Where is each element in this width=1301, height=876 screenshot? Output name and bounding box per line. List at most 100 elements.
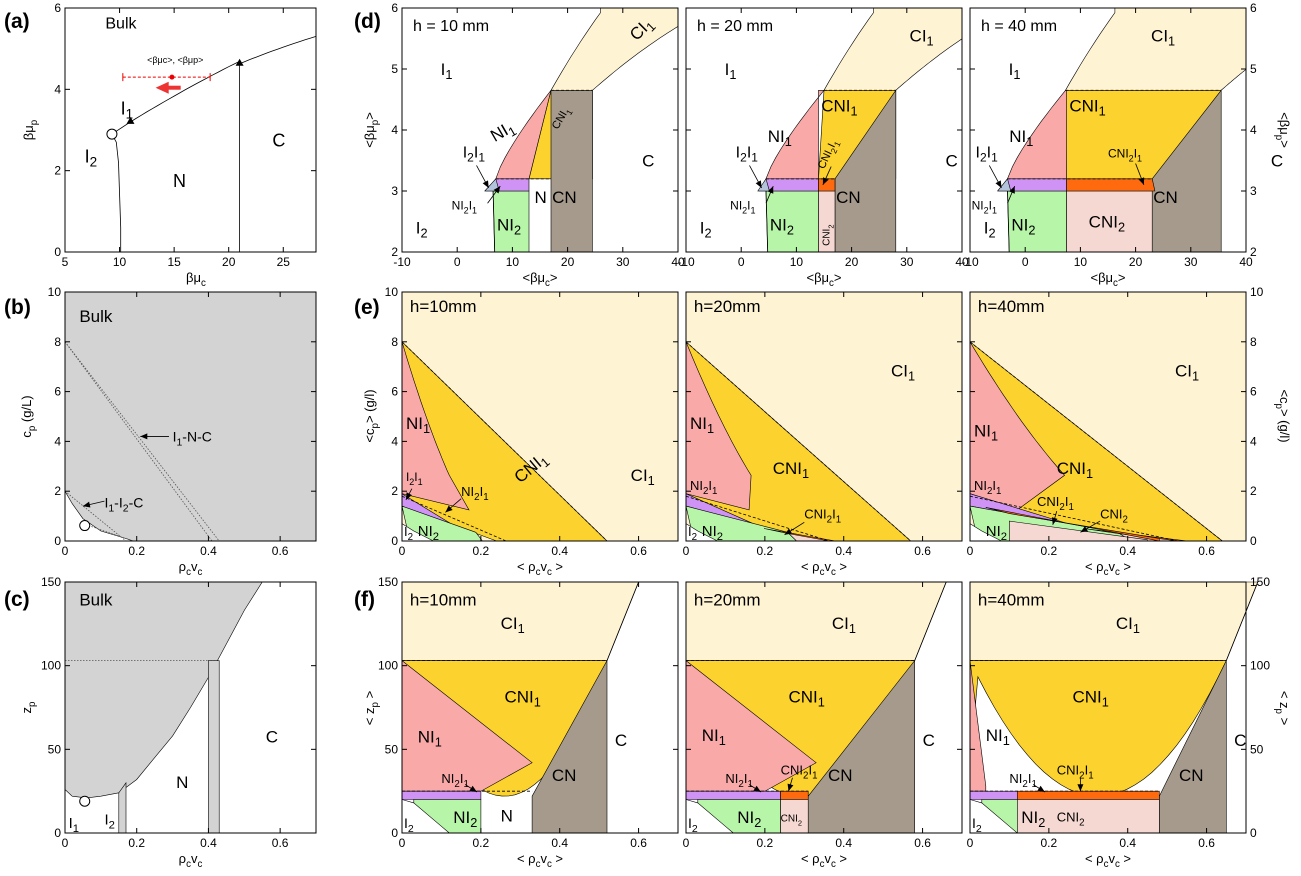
arrow-head bbox=[787, 783, 794, 792]
panel-label-c: (c) bbox=[4, 588, 30, 611]
arrow-head bbox=[405, 492, 412, 500]
boundary bbox=[606, 581, 639, 661]
region-CNI2I1 bbox=[1017, 790, 1160, 800]
y-tick-label: 2 bbox=[391, 245, 398, 259]
annotation-mean: <βμc>, <βμp> bbox=[147, 55, 203, 65]
x-tick-label: 0.4 bbox=[1119, 544, 1136, 558]
y-tick-label: 150 bbox=[41, 575, 61, 589]
boundary bbox=[492, 190, 496, 253]
phase-label-NI1: NI1​ bbox=[702, 726, 726, 748]
x-tick-label: 10 bbox=[113, 255, 127, 269]
region-CNI2I1 bbox=[780, 790, 809, 800]
x-tick-label: 0 bbox=[399, 544, 406, 558]
boundary bbox=[765, 190, 769, 253]
x-tick-label: 0.2 bbox=[757, 836, 774, 850]
y-tick-label: 2 bbox=[391, 484, 398, 498]
phase-label-NI2I1: NI2I1​ bbox=[725, 771, 753, 790]
phase-label-NI2: NI2​ bbox=[453, 808, 477, 830]
arrow-head bbox=[140, 433, 148, 440]
x-tick-label: 15 bbox=[167, 255, 181, 269]
arrow-head bbox=[1080, 526, 1088, 533]
phase-label-I1: I1​ bbox=[121, 99, 134, 122]
y-axis-label-right: <cp> (g/l) bbox=[1273, 389, 1292, 442]
subpanel-title: h = 10 mm bbox=[413, 18, 489, 35]
phase-label-C: C bbox=[615, 731, 627, 750]
arrow-head bbox=[995, 180, 1002, 188]
annotation-I1-N-C: I1-N-C bbox=[173, 428, 212, 448]
phase-label-CNI1: CNI1​ bbox=[789, 687, 825, 709]
phase-label-NI2: NI2​ bbox=[737, 808, 761, 830]
dashed-boundary bbox=[401, 495, 507, 542]
x-tick-label: 0.2 bbox=[473, 544, 490, 558]
x-tick-label: 0 bbox=[683, 544, 690, 558]
phase-label-NI1: NI1​ bbox=[406, 414, 430, 436]
x-tick-label: 0.6 bbox=[272, 544, 289, 558]
x-tick-label: 40 bbox=[955, 255, 969, 269]
region-I2I1 bbox=[757, 178, 770, 192]
phase-label-C: C bbox=[923, 731, 935, 750]
dashed-boundary bbox=[969, 341, 1223, 542]
phase-label-I2: I2​ bbox=[416, 219, 428, 241]
phase-label-NI2: NI2​ bbox=[770, 216, 794, 238]
phase-label-NI2: NI2​ bbox=[1011, 216, 1035, 238]
y-tick-label: 6 bbox=[54, 385, 61, 399]
phase-label-CNI2I1: CNI2I1​ bbox=[804, 507, 841, 526]
phase-label-CNI2I1: CNI2I1​ bbox=[1108, 146, 1142, 163]
phase-label-CN: CN bbox=[552, 766, 577, 785]
x-tick-label: 20 bbox=[222, 255, 236, 269]
panel-label-e: (e) bbox=[354, 296, 380, 319]
x-tick-label: 0.4 bbox=[835, 836, 852, 850]
phase-label-I2I1: I2I1​ bbox=[736, 144, 759, 164]
phase-label-CNI2: CNI2​ bbox=[1089, 213, 1125, 235]
phase-label-CNI1: CNI1​ bbox=[1069, 97, 1105, 119]
phase-label-C: C bbox=[945, 152, 957, 171]
y-tick-label: 0 bbox=[391, 826, 398, 840]
region-NI2I1 bbox=[401, 790, 482, 800]
boundary-I-N bbox=[111, 133, 122, 252]
phase-label-NI2: NI2​ bbox=[497, 216, 521, 238]
coexistence-strip bbox=[208, 660, 220, 834]
phase-label-NI2I1: NI2I1​ bbox=[690, 478, 718, 497]
y-tick-label: 10 bbox=[48, 285, 62, 299]
phase-label-CN: CN bbox=[828, 766, 853, 785]
phase-label-NI2: NI2​ bbox=[986, 523, 1007, 543]
subpanel-title: h=10mm bbox=[410, 590, 477, 609]
x-tick-label: 0.6 bbox=[272, 836, 289, 850]
phase-label-CI1: CI1​ bbox=[832, 614, 856, 636]
y-tick-label: 2 bbox=[54, 164, 61, 178]
region-CNI2I1 bbox=[985, 507, 1160, 542]
y-tick-label: 6 bbox=[1250, 385, 1257, 399]
phase-label-I2: I2​ bbox=[85, 147, 98, 170]
phase-label-I2I1: I2I1​ bbox=[976, 144, 999, 164]
x-tick-label: -10 bbox=[961, 255, 979, 269]
y-tick-label: 4 bbox=[391, 434, 398, 448]
arrow-head bbox=[1077, 784, 1084, 792]
plot-frame bbox=[64, 291, 317, 542]
x-tick-label: 30 bbox=[616, 255, 630, 269]
plot-frame bbox=[401, 581, 679, 834]
y-tick-label: 3 bbox=[1250, 184, 1257, 198]
chart-title: Bulk bbox=[79, 590, 113, 609]
arrow-head bbox=[1138, 177, 1145, 185]
y-tick-label: 3 bbox=[391, 184, 398, 198]
x-tick-label: 20 bbox=[845, 255, 859, 269]
y-tick-label: 8 bbox=[391, 335, 398, 349]
x-axis-label: < ρcvc > bbox=[801, 851, 847, 870]
x-tick-label: 0 bbox=[738, 255, 745, 269]
y-tick-label: 6 bbox=[54, 1, 61, 15]
arrow-head bbox=[482, 180, 489, 188]
phase-label-N: N bbox=[501, 806, 513, 825]
plot-frame bbox=[64, 7, 317, 253]
y-axis-label-right: <βμp> bbox=[1273, 112, 1292, 148]
panel-label-a: (a) bbox=[4, 10, 30, 33]
phase-label-NI2: NI2​ bbox=[418, 523, 439, 543]
x-axis-label: < ρcvc > bbox=[1085, 851, 1131, 870]
arrow-head bbox=[445, 505, 453, 513]
phase-label-I1: I1​ bbox=[1009, 60, 1021, 82]
y-tick-label: 100 bbox=[378, 659, 398, 673]
y-axis-label: βμp​ bbox=[21, 119, 40, 140]
phase-label-I2I1: I2I1​ bbox=[463, 144, 486, 164]
arrow-head bbox=[1037, 785, 1045, 792]
phase-label-I2: I2​ bbox=[104, 812, 114, 832]
x-axis-label: βμc​ bbox=[186, 270, 206, 289]
